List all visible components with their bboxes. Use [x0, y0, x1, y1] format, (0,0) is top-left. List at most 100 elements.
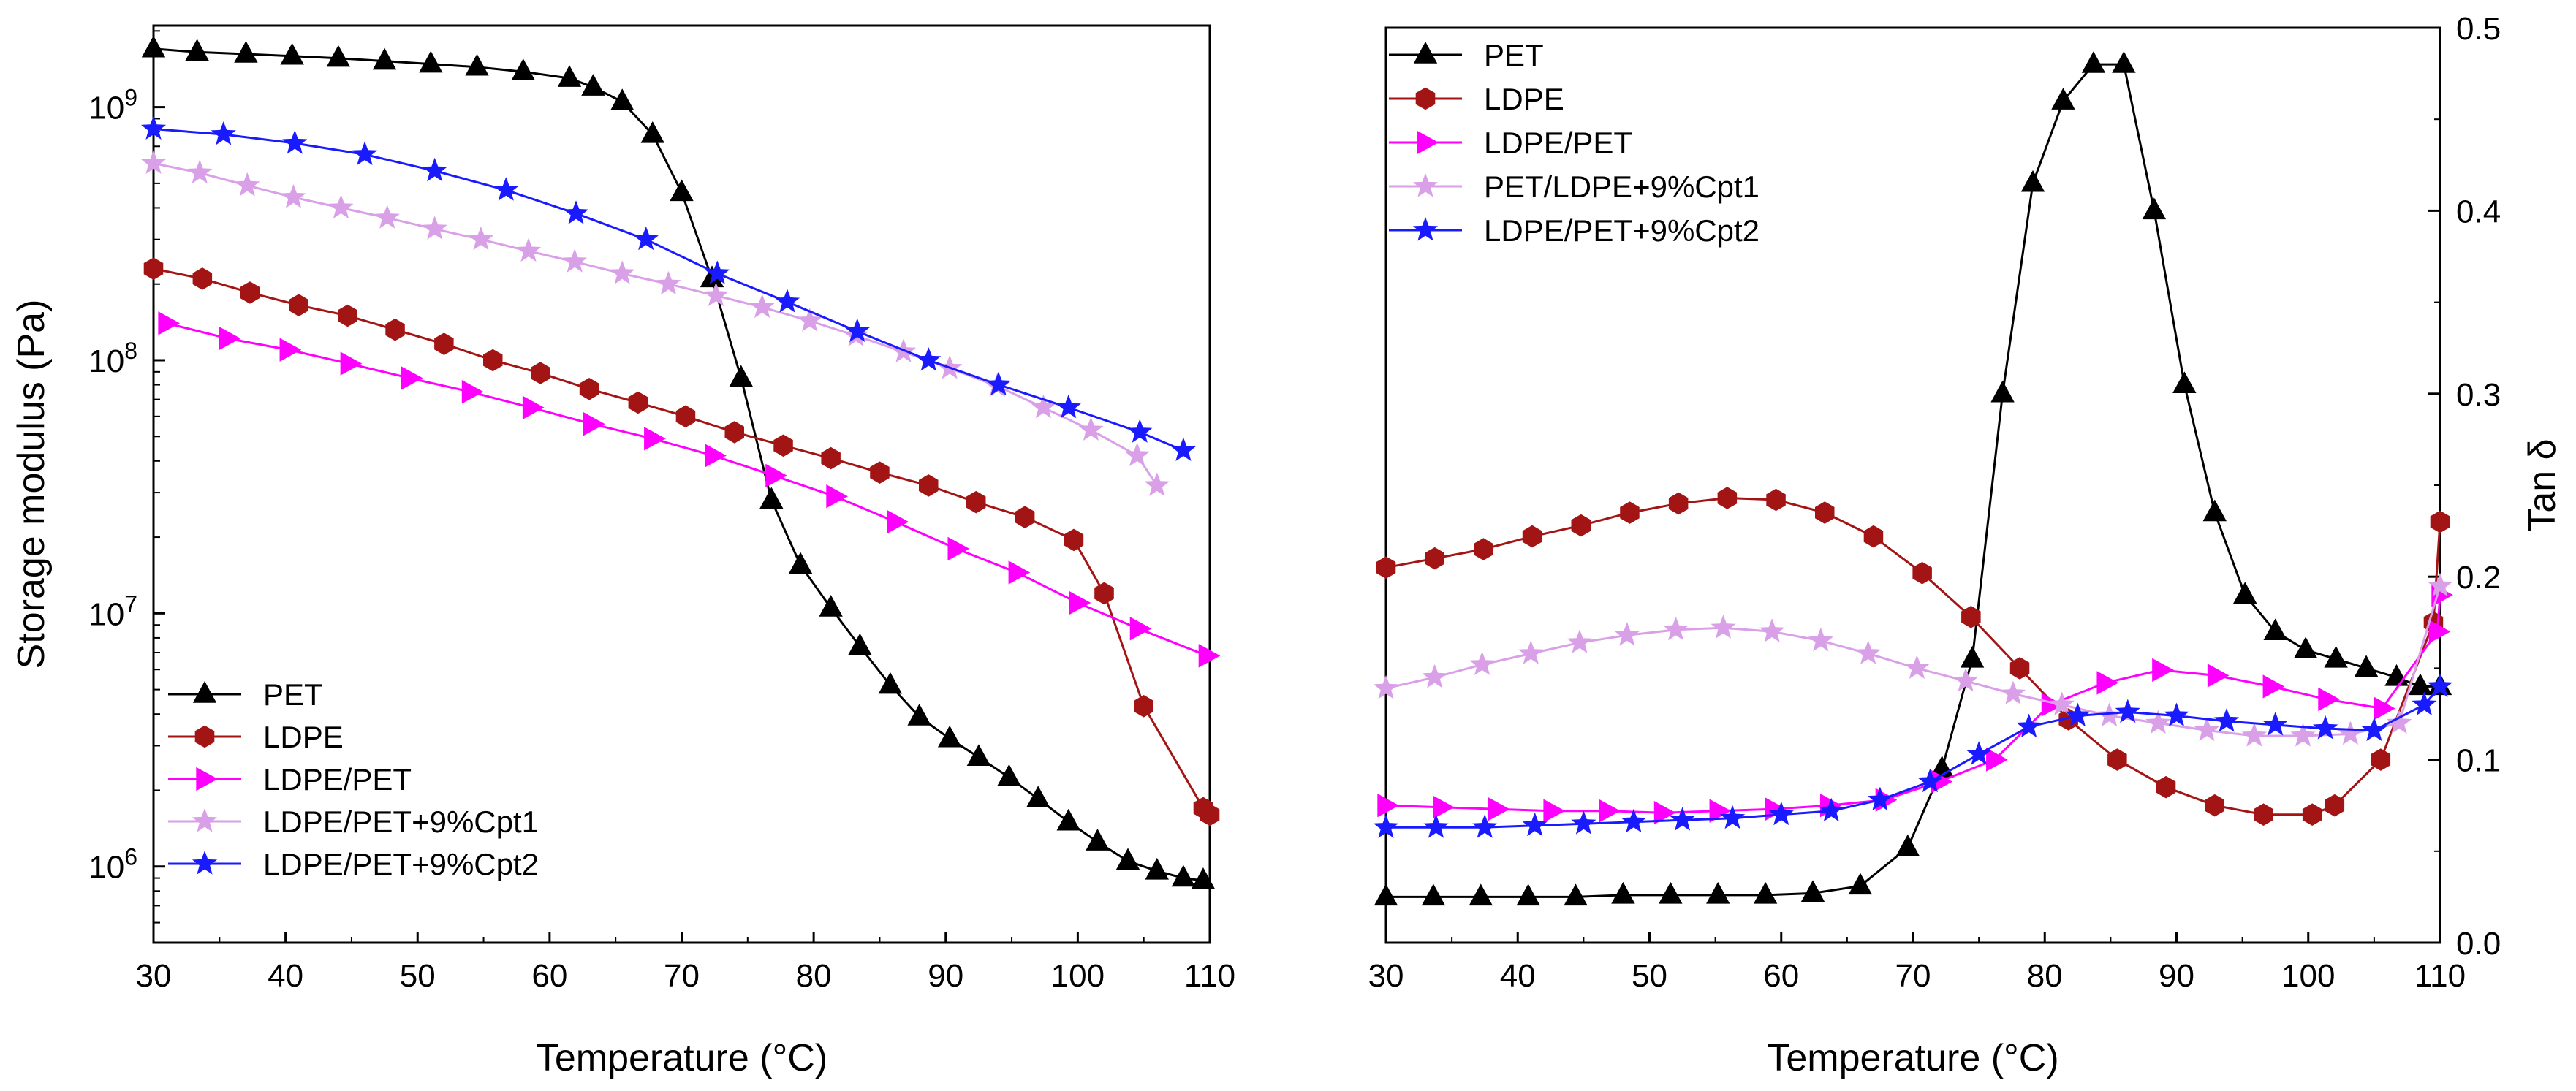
data-point: [2205, 794, 2224, 817]
data-point: [610, 260, 635, 284]
data-point: [281, 184, 306, 208]
data-point: [1990, 380, 2015, 403]
data-point: [2371, 748, 2391, 771]
data-point: [703, 282, 729, 307]
data-point: [1488, 797, 1510, 821]
legend-marker: [1412, 173, 1439, 197]
data-point: [1614, 622, 1640, 646]
data-point: [887, 509, 909, 534]
data-point: [352, 141, 378, 165]
data-point: [2361, 717, 2387, 742]
y-tick-label: 0.4: [2456, 194, 2501, 229]
data-point: [282, 130, 308, 154]
data-point: [2081, 51, 2106, 73]
data-point: [1571, 810, 1596, 835]
data-point: [1653, 801, 1676, 825]
y-tick-label: 106: [88, 844, 137, 886]
data-point: [966, 490, 986, 514]
legend-marker: [194, 725, 215, 748]
data-point: [2354, 655, 2379, 677]
data-point: [675, 405, 696, 428]
data-point: [1064, 528, 1084, 552]
data-point: [2145, 710, 2171, 734]
data-point: [1599, 799, 1621, 823]
data-point: [563, 200, 589, 224]
data-point: [640, 121, 664, 143]
data-point: [937, 725, 962, 748]
legend-marker: [1415, 87, 1436, 110]
legend-marker: [1417, 130, 1439, 155]
data-point: [187, 159, 213, 184]
data-point: [1867, 786, 1893, 811]
data-point: [1717, 487, 1738, 509]
series-LDPE/PET: [1377, 583, 2453, 825]
data-point: [372, 47, 397, 70]
data-point: [1421, 883, 1446, 906]
y-tick-exponent: 6: [124, 844, 137, 870]
x-tick-label: 70: [1895, 958, 1931, 994]
data-point: [2142, 197, 2167, 220]
y-tick-label: 0.5: [2456, 11, 2501, 47]
data-point: [192, 267, 213, 290]
data-point: [328, 194, 354, 218]
data-point: [185, 39, 209, 61]
series-line: [1385, 595, 2441, 814]
data-point: [2293, 636, 2318, 659]
data-point: [2065, 702, 2091, 727]
x-tick-label: 30: [136, 958, 172, 994]
data-point: [2000, 680, 2026, 704]
series-PET/LDPE+9%Cpt1: [1373, 572, 2453, 747]
x-tick-label: 100: [1051, 958, 1105, 994]
data-point: [515, 237, 542, 262]
data-point: [1759, 618, 1785, 642]
data-point: [2338, 721, 2363, 745]
data-point: [788, 552, 813, 574]
data-point: [2254, 803, 2273, 826]
legend-marker: [196, 767, 218, 791]
data-point: [2387, 710, 2412, 734]
series-line: [153, 128, 1184, 452]
x-tick-label: 80: [2027, 958, 2063, 994]
data-point: [844, 318, 870, 343]
data-point: [385, 318, 405, 341]
data-point: [2207, 664, 2230, 688]
data-point: [1620, 501, 1640, 524]
legend-label: LDPE/PET+9%Cpt1: [263, 805, 539, 839]
data-point: [1015, 506, 1035, 528]
y-tick-base: 10: [88, 91, 124, 126]
data-point: [2430, 510, 2450, 533]
data-point: [633, 226, 659, 251]
data-point: [1719, 805, 1746, 829]
data-point: [878, 672, 903, 694]
data-point: [1766, 488, 1786, 512]
data-point: [1134, 695, 1153, 718]
data-point: [2233, 582, 2257, 604]
data-point: [2202, 499, 2227, 522]
data-point: [1198, 644, 1221, 668]
legend-marker: [1413, 42, 1438, 64]
data-point: [2172, 371, 2197, 393]
data-point: [1086, 829, 1110, 851]
data-point: [1472, 814, 1498, 838]
data-point: [2427, 572, 2453, 597]
data-point: [1912, 561, 1932, 585]
data-point: [531, 362, 550, 384]
data-point: [1564, 883, 1588, 906]
x-tick-label: 70: [664, 958, 700, 994]
data-point: [947, 536, 970, 561]
data-point: [919, 474, 939, 497]
data-point: [401, 366, 423, 390]
data-point: [765, 463, 787, 488]
data-point: [143, 257, 164, 280]
legend-label: LDPE/PET+9%Cpt2: [263, 847, 539, 881]
data-point: [1056, 394, 1081, 419]
data-point: [581, 74, 605, 96]
data-point: [583, 412, 605, 436]
x-tick-label: 90: [2159, 958, 2194, 994]
legend-label: LDPE/PET+9%Cpt2: [1484, 213, 1759, 248]
data-point: [2318, 687, 2340, 712]
x-tick-label: 60: [531, 958, 567, 994]
data-point: [279, 338, 302, 362]
data-point: [1373, 674, 1399, 699]
data-point: [2107, 748, 2127, 771]
